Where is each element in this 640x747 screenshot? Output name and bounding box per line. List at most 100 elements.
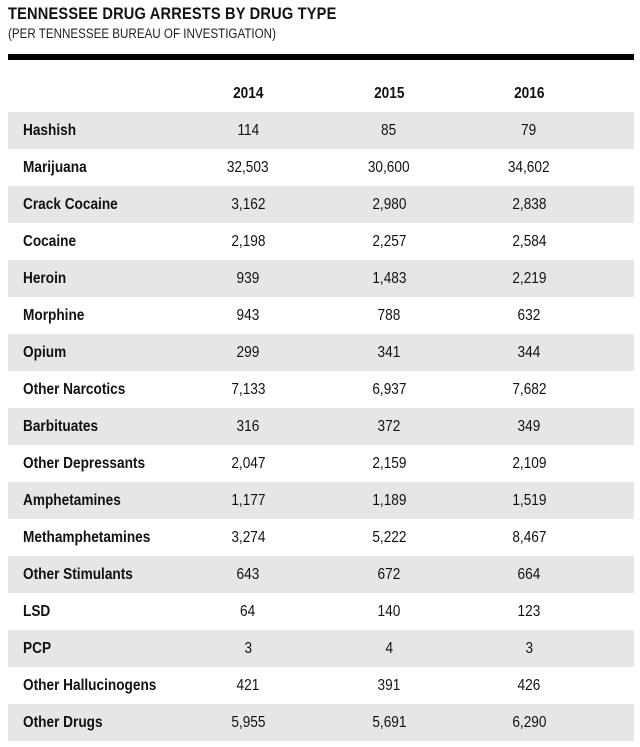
row-label-text: Other Depressants — [23, 454, 146, 472]
cell-value: 2,047 — [230, 454, 266, 472]
cell-value: 2,109 — [511, 454, 547, 472]
row-label-text: Other Narcotics — [23, 380, 126, 398]
row-label: Heroin — [23, 260, 72, 297]
cell-value: 943 — [236, 306, 260, 324]
row-label: Methamphetamines — [23, 519, 168, 556]
cell-value: 2,584 — [511, 232, 547, 250]
table-cell: 5,222 — [319, 519, 459, 556]
table-cell: 85 — [319, 112, 459, 149]
column-header: 2016 — [459, 76, 599, 112]
table-header-row: 2014 2015 2016 — [8, 76, 634, 112]
cell-value: 114 — [237, 121, 259, 139]
cell-value: 643 — [236, 565, 260, 583]
cell-value: 2,257 — [371, 232, 407, 250]
table-cell: 1,519 — [459, 482, 599, 519]
table-cell: 788 — [319, 297, 459, 334]
row-label: Hashish — [23, 112, 83, 149]
table-cell: 344 — [459, 334, 599, 371]
table-cell: 2,198 — [178, 223, 318, 260]
cell-value: 123 — [517, 602, 541, 620]
table-cell: 1,483 — [319, 260, 459, 297]
cell-value: 426 — [517, 676, 541, 694]
cell-value: 85 — [381, 121, 397, 139]
cell-value: 672 — [377, 565, 401, 583]
table-row: Methamphetamines 3,274 5,222 8,467 — [8, 519, 634, 556]
row-label-text: Opium — [23, 343, 67, 361]
column-header: 2014 — [178, 76, 318, 112]
table-cell: 7,133 — [178, 371, 318, 408]
table-cell: 2,219 — [459, 260, 599, 297]
table-cell: 34,602 — [459, 149, 599, 186]
row-label-text: Heroin — [23, 269, 67, 287]
row-label: Other Depressants — [23, 445, 162, 482]
row-label-text: Methamphetamines — [23, 528, 151, 546]
cell-value: 299 — [236, 343, 260, 361]
row-label-text: Cocaine — [23, 232, 77, 250]
table-row: Other Depressants 2,047 2,159 2,109 — [8, 445, 634, 482]
table-cell: 1,189 — [319, 482, 459, 519]
cell-value: 5,691 — [371, 713, 407, 731]
cell-value: 3,274 — [230, 528, 266, 546]
row-label-text: Marijuana — [23, 158, 87, 176]
row-label-text: Other Hallucinogens — [23, 676, 157, 694]
table-row: Marijuana 32,503 30,600 34,602 — [8, 149, 634, 186]
table-cell: 421 — [178, 667, 318, 704]
table-cell: 5,955 — [178, 704, 318, 741]
table-cell: 939 — [178, 260, 318, 297]
cell-value: 79 — [521, 121, 537, 139]
table-cell: 341 — [319, 334, 459, 371]
table-row: Morphine 943 788 632 — [8, 297, 634, 334]
table-cell: 5,691 — [319, 704, 459, 741]
cell-value: 632 — [517, 306, 541, 324]
cell-value: 788 — [377, 306, 401, 324]
row-label: Marijuana — [23, 149, 95, 186]
cell-value: 1,189 — [371, 491, 407, 509]
row-label: PCP — [23, 630, 55, 667]
table-row: Heroin 939 1,483 2,219 — [8, 260, 634, 297]
table-row: Barbituates 316 372 349 — [8, 408, 634, 445]
column-header-text: 2015 — [373, 85, 405, 102]
table-cell: 2,584 — [459, 223, 599, 260]
cell-value: 2,159 — [371, 454, 407, 472]
table-row: Other Hallucinogens 421 391 426 — [8, 667, 634, 704]
table-cell: 8,467 — [459, 519, 599, 556]
row-label-text: Other Drugs — [23, 713, 103, 731]
table-cell: 140 — [319, 593, 459, 630]
cell-value: 1,177 — [230, 491, 266, 509]
cell-value: 3 — [525, 639, 533, 657]
table-cell: 6,290 — [459, 704, 599, 741]
row-label: Other Drugs — [23, 704, 113, 741]
table-row: Cocaine 2,198 2,257 2,584 — [8, 223, 634, 260]
row-label: Amphetamines — [23, 482, 134, 519]
table-row: Other Narcotics 7,133 6,937 7,682 — [8, 371, 634, 408]
title-rule — [8, 54, 634, 60]
table-cell: 391 — [319, 667, 459, 704]
row-label-text: PCP — [23, 639, 52, 657]
cell-value: 2,219 — [511, 269, 547, 287]
row-label: Barbituates — [23, 408, 108, 445]
cell-value: 2,980 — [371, 195, 407, 213]
cell-value: 664 — [517, 565, 541, 583]
table-row: Other Stimulants 643 672 664 — [8, 556, 634, 593]
table-cell: 943 — [178, 297, 318, 334]
cell-value: 1,519 — [511, 491, 547, 509]
table-cell: 3,162 — [178, 186, 318, 223]
cell-value: 2,198 — [230, 232, 266, 250]
cell-value: 6,290 — [511, 713, 547, 731]
cell-value: 32,503 — [227, 158, 269, 176]
data-table: 2014 2015 2016 Hashish 114 85 79 Marijuana 32… — [8, 60, 634, 742]
table-cell: 632 — [459, 297, 599, 334]
table-cell: 643 — [178, 556, 318, 593]
table-cell: 4 — [319, 630, 459, 667]
cell-value: 349 — [517, 417, 541, 435]
table-cell: 2,047 — [178, 445, 318, 482]
row-label: Cocaine — [23, 223, 83, 260]
row-label: LSD — [23, 593, 54, 630]
row-label-text: Morphine — [23, 306, 85, 324]
table-row: Opium 299 341 344 — [8, 334, 634, 371]
cell-value: 64 — [240, 602, 256, 620]
table-cell: 2,838 — [459, 186, 599, 223]
row-label-text: Barbituates — [23, 417, 99, 435]
table-cell: 114 — [178, 112, 318, 149]
table-cell: 349 — [459, 408, 599, 445]
